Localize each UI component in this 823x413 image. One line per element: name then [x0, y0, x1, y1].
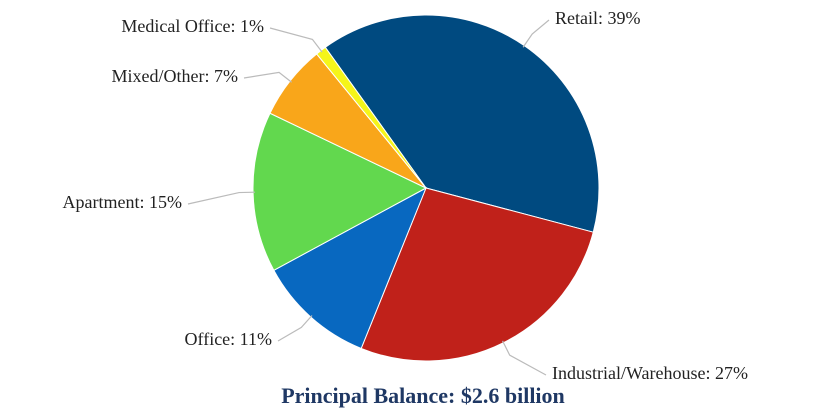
data-label: Mixed/Other: 7% [112, 66, 238, 86]
leader-line [187, 191, 256, 205]
leader-line [522, 19, 550, 48]
leader-line [243, 71, 292, 83]
data-label: Retail: 39% [555, 8, 640, 28]
data-label: Industrial/Warehouse: 27% [552, 363, 748, 383]
chart-title: Principal Balance: $2.6 billion [281, 383, 565, 408]
leader-line [277, 315, 313, 342]
data-label: Medical Office: 1% [121, 16, 264, 36]
data-label: Apartment: 15% [63, 192, 182, 212]
data-label: Office: 11% [185, 329, 272, 349]
leader-line [269, 27, 323, 53]
leader-line [502, 340, 547, 376]
